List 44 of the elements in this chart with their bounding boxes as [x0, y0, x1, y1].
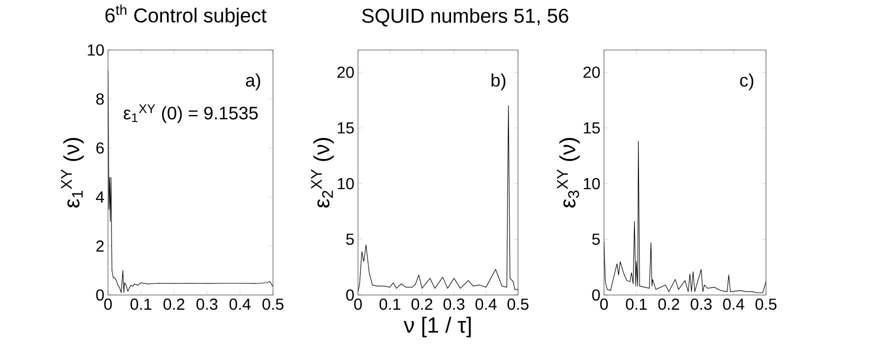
annotation: a)	[246, 73, 260, 90]
x-tick-label: 0.2	[164, 298, 184, 310]
y-tick-label: 15	[338, 122, 354, 134]
y-tick-label: 10	[584, 178, 600, 190]
x-tick-label: 0.4	[723, 298, 744, 310]
y-tick-label: 0	[346, 289, 354, 301]
y-tick-label: 0	[96, 289, 104, 301]
x-tick-label: 0.5	[756, 298, 776, 310]
chart-title: 6$^{th}$ Control subject	[105, 4, 266, 26]
x-tick-label: 0.1	[626, 298, 647, 310]
x-tick-label: 0	[354, 298, 362, 310]
x-tick-label: 0.4	[230, 298, 251, 310]
y-tick-label: 0	[592, 289, 600, 301]
x-tick-label: 0	[600, 298, 608, 310]
y-tick-label: 2	[96, 240, 104, 252]
y-tick-label: 5	[346, 234, 354, 245]
y-tick-label: 4	[96, 191, 104, 203]
annotation: ε$_{1}$$^{XY}$ (0) = 9.1535	[124, 104, 258, 124]
x-tick-label: 0.4	[476, 298, 497, 310]
y-tick-label: 15	[584, 122, 600, 134]
x-tick-label: 0.3	[444, 298, 464, 310]
y-axis-title: ε$_{2}$$^{XY}$ (ν)	[311, 138, 334, 208]
x-tick-label: 0.5	[262, 298, 284, 310]
x-tick-label: 0	[104, 298, 112, 310]
x-tick-label: 0.2	[412, 298, 432, 310]
y-tick-label: 20	[337, 66, 354, 78]
y-tick-label: 6	[96, 142, 104, 154]
x-axis-title: ν [1 / τ]	[404, 316, 471, 338]
y-tick-label: 5	[592, 234, 600, 245]
y-tick-label: 10	[88, 44, 104, 56]
chart-title: SQUID numbers 51, 56	[362, 8, 568, 26]
x-tick-label: 0.1	[380, 298, 400, 310]
y-axis-title: ε$_{3}$$^{XY}$ (ν)	[557, 138, 580, 208]
x-tick-label: 0.5	[508, 298, 528, 310]
y-tick-label: 20	[583, 66, 600, 78]
x-tick-label: 0.3	[690, 298, 712, 310]
y-axis-title: ε$_{1}$$^{XY}$ (ν)	[61, 138, 84, 208]
y-tick-label: 10	[338, 178, 354, 190]
annotation: c)	[740, 73, 754, 90]
x-tick-label: 0.1	[130, 298, 152, 310]
x-tick-label: 0.2	[658, 298, 680, 310]
y-tick-label: 8	[96, 93, 104, 105]
x-tick-label: 0.3	[196, 298, 218, 310]
annotation: b)	[492, 73, 506, 90]
